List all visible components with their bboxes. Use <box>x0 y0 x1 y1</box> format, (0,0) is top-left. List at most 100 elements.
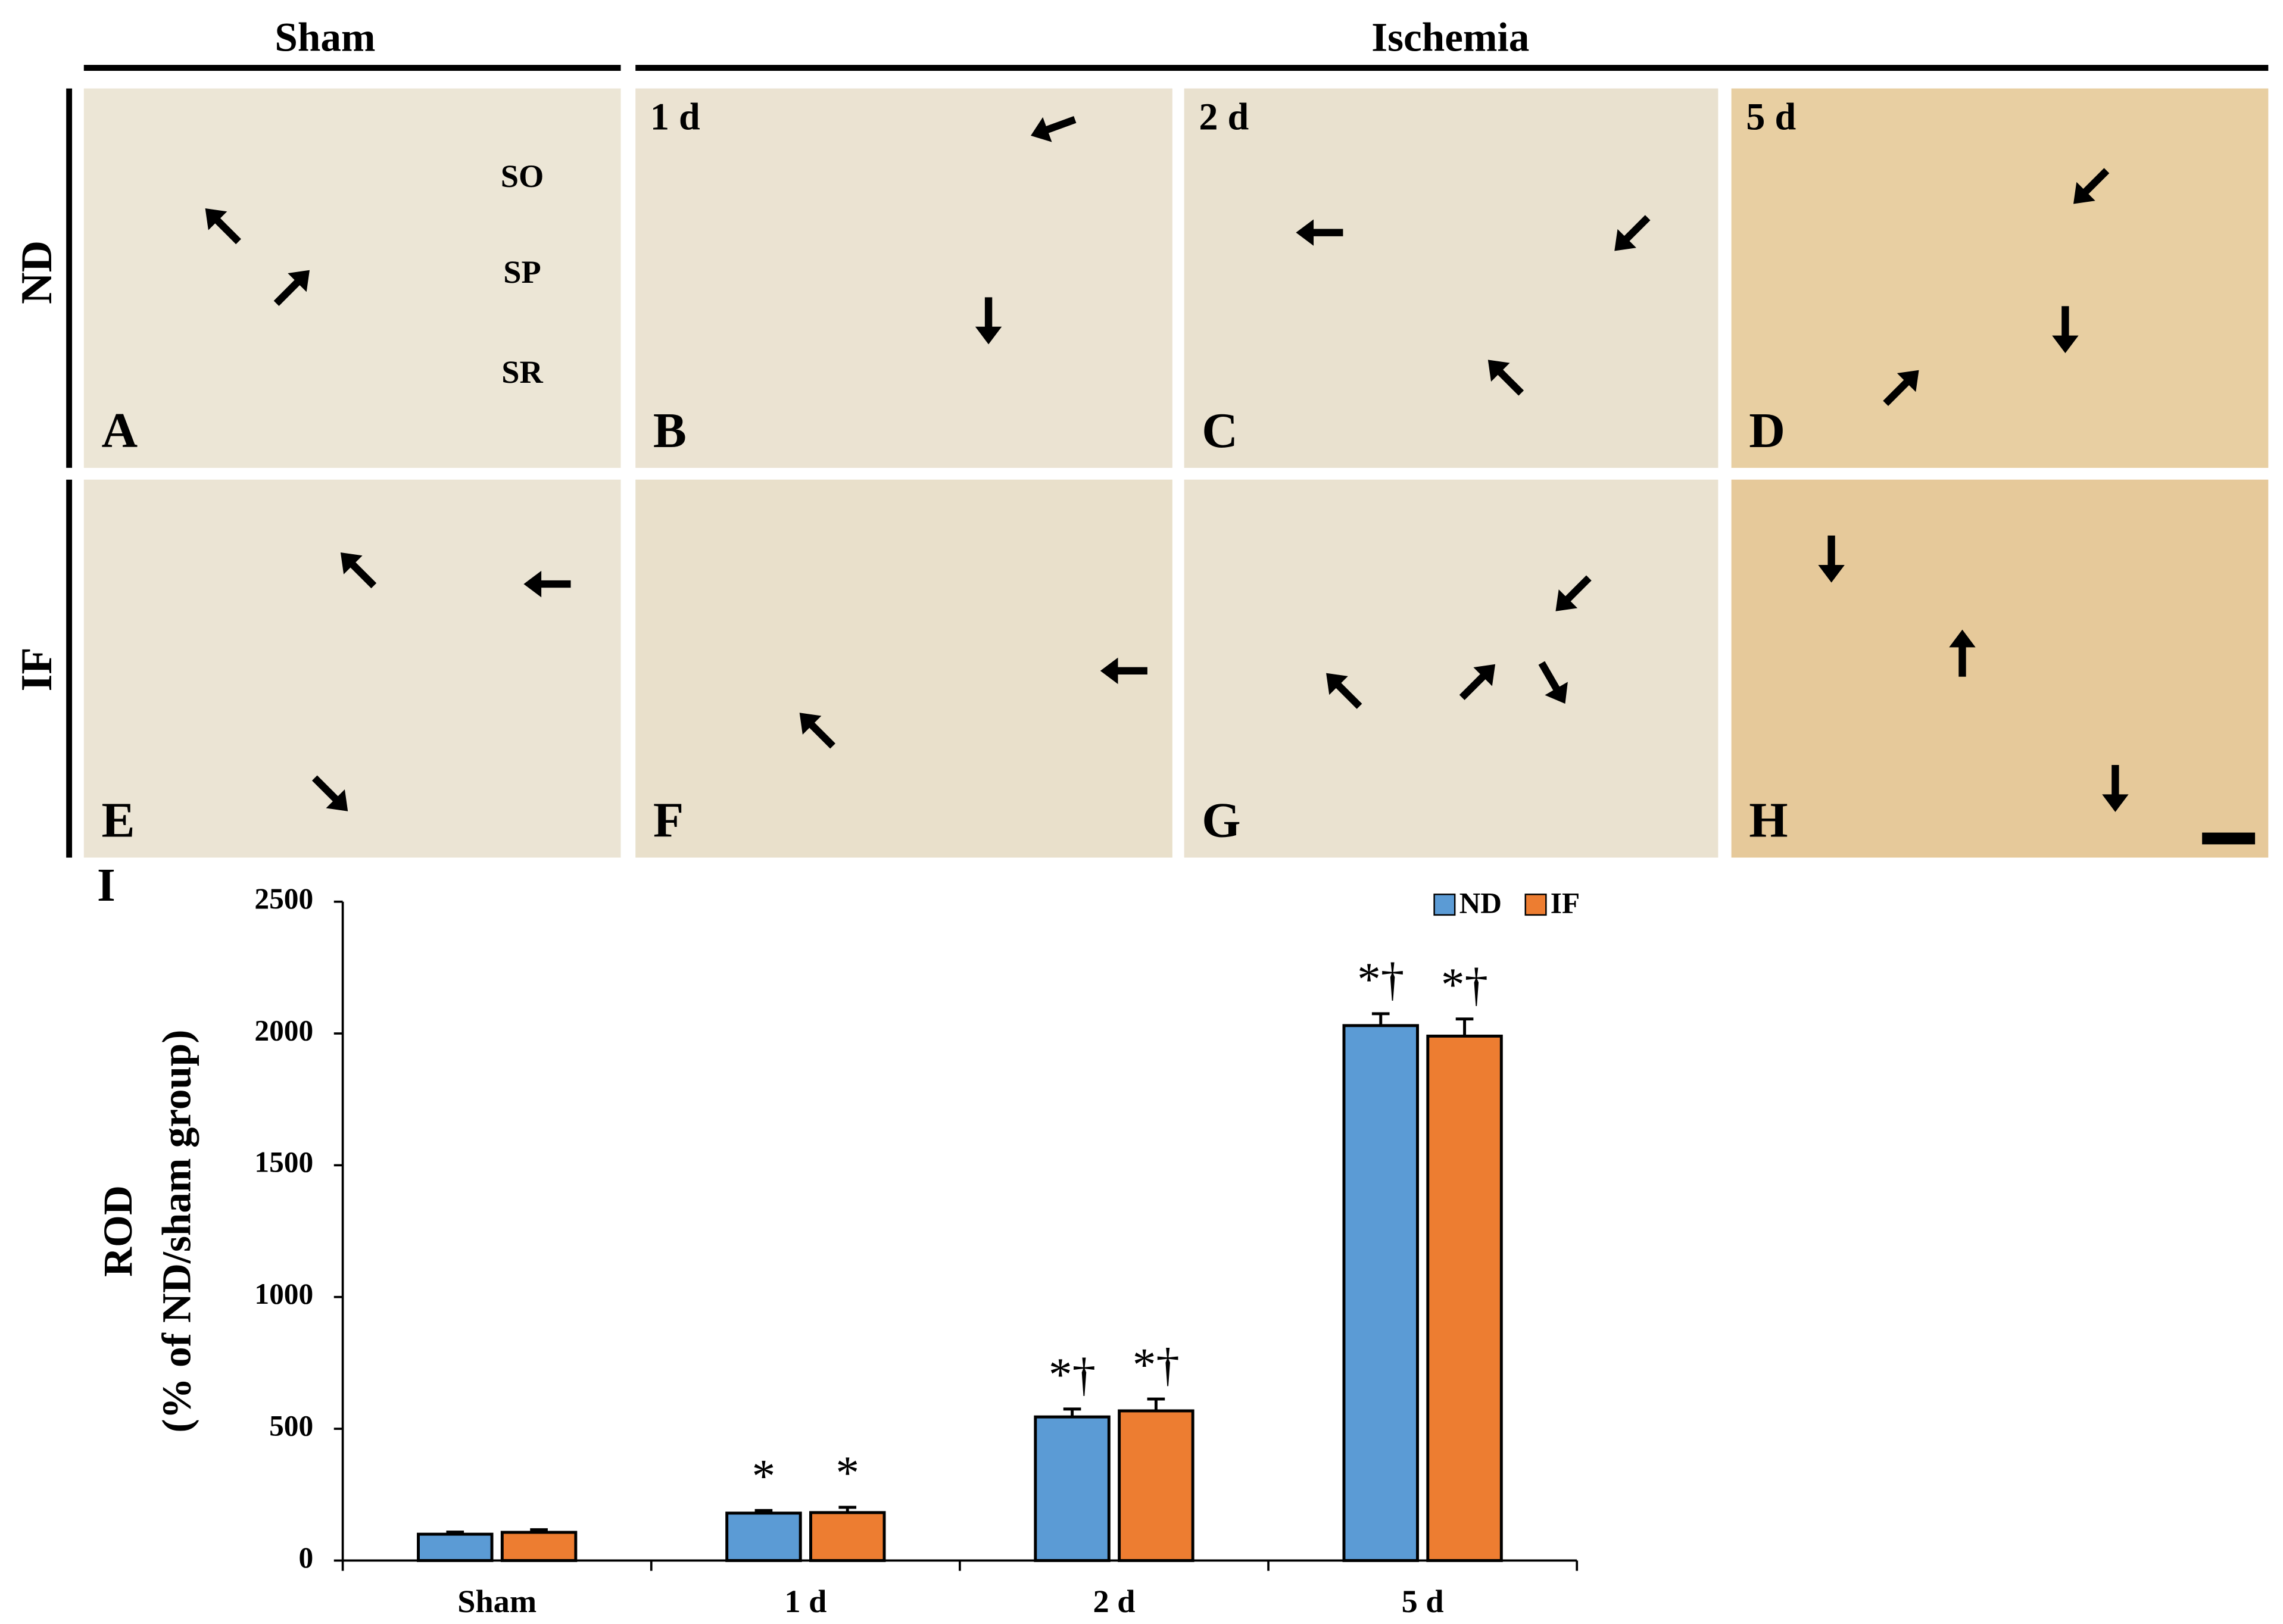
arrow <box>1949 629 1976 677</box>
x-tick-label: 1 d <box>784 1584 827 1619</box>
panel-letter: F <box>653 793 684 848</box>
arrow <box>205 208 241 245</box>
arrow-head <box>1296 219 1314 246</box>
panel-letter: D <box>1749 403 1785 458</box>
error-bar <box>1455 1017 1474 1036</box>
arrow-shaft <box>311 775 341 804</box>
arrow-shaft <box>273 277 302 306</box>
error-bar <box>1063 1407 1081 1417</box>
arrow-head <box>1897 370 1919 392</box>
arrow <box>340 552 377 589</box>
arrow-head <box>205 208 227 230</box>
error-bar <box>1371 1012 1390 1026</box>
layer-label: SO <box>501 158 544 194</box>
arrow-shaft <box>1622 215 1651 243</box>
y-tick-label: 2500 <box>254 882 313 915</box>
bar <box>1342 1024 1419 1562</box>
arrow <box>975 297 1002 345</box>
column-header: Ischemia <box>1371 14 1529 60</box>
arrow-head <box>1949 629 1976 648</box>
arrow-head <box>799 713 822 735</box>
significance-marker: *† <box>1133 1339 1180 1391</box>
panel-letter: A <box>101 403 138 458</box>
arrow <box>311 775 348 811</box>
y-axis-title: (% of ND/sham group) <box>154 1030 199 1433</box>
panel-letter: I <box>97 860 116 911</box>
micrograph <box>1184 479 1719 858</box>
bar <box>417 1532 494 1562</box>
y-tick-label: 0 <box>298 1541 313 1574</box>
arrow-shaft <box>1334 680 1362 709</box>
arrow-shaft <box>348 560 377 589</box>
time-label: 1 d <box>650 96 700 138</box>
legend-swatch <box>1524 894 1547 916</box>
bar <box>1426 1034 1503 1562</box>
arrow <box>2102 764 2129 813</box>
arrow <box>2052 306 2079 354</box>
legend-swatch <box>1433 894 1456 916</box>
significance-marker: * <box>835 1448 859 1500</box>
arrow-shaft <box>1043 116 1077 135</box>
arrow-head <box>975 326 1002 345</box>
y-tick-label: 1500 <box>254 1146 313 1179</box>
legend-label: IF <box>1551 886 1580 919</box>
panel-letter: G <box>1202 793 1240 848</box>
arrow-head <box>326 789 348 811</box>
arrow-head <box>1326 673 1348 695</box>
arrow-head <box>2052 335 2079 354</box>
bar <box>1034 1415 1111 1562</box>
error-bar <box>446 1531 464 1535</box>
y-tick-label: 1000 <box>254 1278 313 1310</box>
micrograph <box>635 479 1172 858</box>
arrow-head <box>1031 117 1052 142</box>
significance-marker: *† <box>1357 954 1404 1006</box>
arrow <box>1326 673 1362 709</box>
error-bar <box>530 1528 548 1533</box>
significance-marker: * <box>752 1451 776 1503</box>
micrograph <box>1731 479 2269 858</box>
arrow-shaft <box>1459 672 1487 701</box>
panel-letter: B <box>653 403 687 458</box>
arrow <box>523 570 571 598</box>
error-bar <box>754 1509 773 1513</box>
layer-label: SR <box>501 354 543 390</box>
bar <box>1118 1409 1194 1562</box>
panel-letter: E <box>101 793 135 848</box>
arrow <box>273 270 310 306</box>
arrow <box>1538 661 1568 704</box>
arrow-head <box>1555 589 1578 611</box>
arrow-head <box>1100 657 1118 685</box>
significance-marker: *† <box>1441 959 1488 1011</box>
arrow-head <box>1487 360 1510 382</box>
column-header: Sham <box>275 14 375 60</box>
bar <box>500 1531 578 1562</box>
panel-letter: H <box>1749 793 1788 848</box>
arrow <box>1031 116 1077 142</box>
micrograph <box>1731 88 2269 468</box>
micrograph <box>1184 88 1719 468</box>
arrow-shaft <box>807 720 835 749</box>
x-tick-label: Sham <box>457 1584 537 1619</box>
bar <box>809 1511 886 1562</box>
time-label: 5 d <box>1746 96 1796 138</box>
arrow <box>1459 664 1496 701</box>
arrow-head <box>1614 229 1636 251</box>
arrow <box>2073 168 2110 204</box>
arrow <box>1883 370 1919 406</box>
arrow-shaft <box>1538 661 1561 693</box>
micrograph <box>83 479 621 858</box>
error-bar <box>838 1506 857 1513</box>
significance-marker: *† <box>1049 1350 1096 1401</box>
arrow-head <box>1545 682 1568 704</box>
micrograph <box>83 88 621 468</box>
y-tick-label: 500 <box>269 1409 313 1442</box>
arrow-head <box>1473 664 1496 686</box>
scale-bar <box>2202 832 2256 845</box>
arrow-head <box>2073 182 2095 204</box>
arrow-head <box>1818 564 1845 583</box>
y-axis-title: ROD <box>95 1185 141 1277</box>
arrow-head <box>2102 794 2129 813</box>
arrow <box>1818 535 1845 583</box>
layer-label: SP <box>503 254 541 290</box>
